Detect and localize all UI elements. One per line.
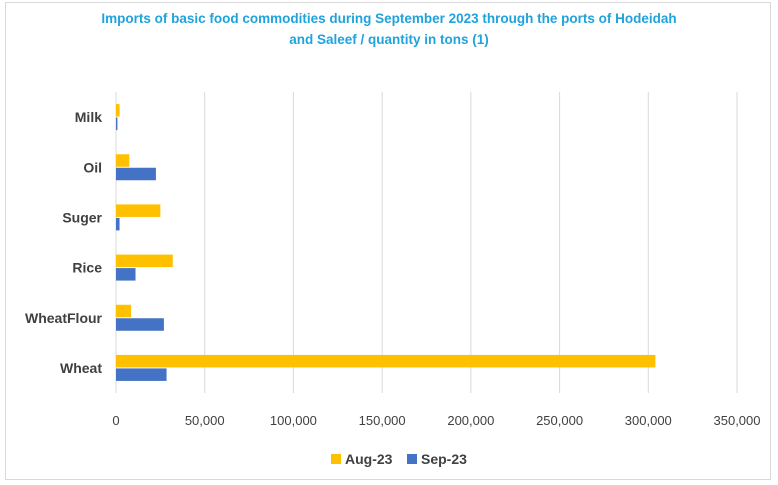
x-tick-label: 200,000 bbox=[447, 413, 494, 428]
chart-frame bbox=[5, 2, 771, 480]
bar-sep-23 bbox=[116, 368, 167, 381]
category-label: WheatFlour bbox=[25, 310, 103, 326]
bar-sep-23 bbox=[116, 167, 156, 181]
chart-title-line-2: and Saleef / quantity in tons (1) bbox=[289, 32, 489, 47]
bar-aug-23 bbox=[116, 204, 161, 217]
x-tick-label: 100,000 bbox=[270, 413, 317, 428]
legend-swatch bbox=[407, 454, 417, 464]
x-tick-label: 300,000 bbox=[625, 413, 672, 428]
category-label: Milk bbox=[75, 109, 102, 125]
category-label: Suger bbox=[62, 209, 102, 225]
legend-swatch bbox=[331, 454, 341, 464]
legend-label: Sep-23 bbox=[421, 451, 467, 467]
x-tick-label: 350,000 bbox=[714, 413, 761, 428]
category-label: Oil bbox=[83, 159, 102, 175]
bar-aug-23 bbox=[116, 104, 120, 117]
x-tick-label: 0 bbox=[112, 413, 119, 428]
x-tick-label: 50,000 bbox=[185, 413, 225, 428]
category-label: Rice bbox=[72, 260, 102, 276]
bar-aug-23 bbox=[116, 254, 173, 268]
x-tick-label: 250,000 bbox=[536, 413, 583, 428]
x-tick-label: 150,000 bbox=[359, 413, 406, 428]
bar-aug-23 bbox=[116, 354, 656, 368]
category-label: Wheat bbox=[60, 360, 102, 376]
bar-sep-23 bbox=[116, 318, 164, 331]
chart-title: Imports of basic food commodities during… bbox=[0, 8, 778, 50]
bar-sep-23 bbox=[116, 268, 136, 281]
legend-label: Aug-23 bbox=[345, 451, 393, 467]
bar-aug-23 bbox=[116, 154, 130, 167]
bar-sep-23 bbox=[116, 217, 120, 231]
bar-aug-23 bbox=[116, 304, 132, 318]
bar-sep-23 bbox=[116, 117, 118, 131]
chart-title-line-1: Imports of basic food commodities during… bbox=[101, 11, 677, 26]
